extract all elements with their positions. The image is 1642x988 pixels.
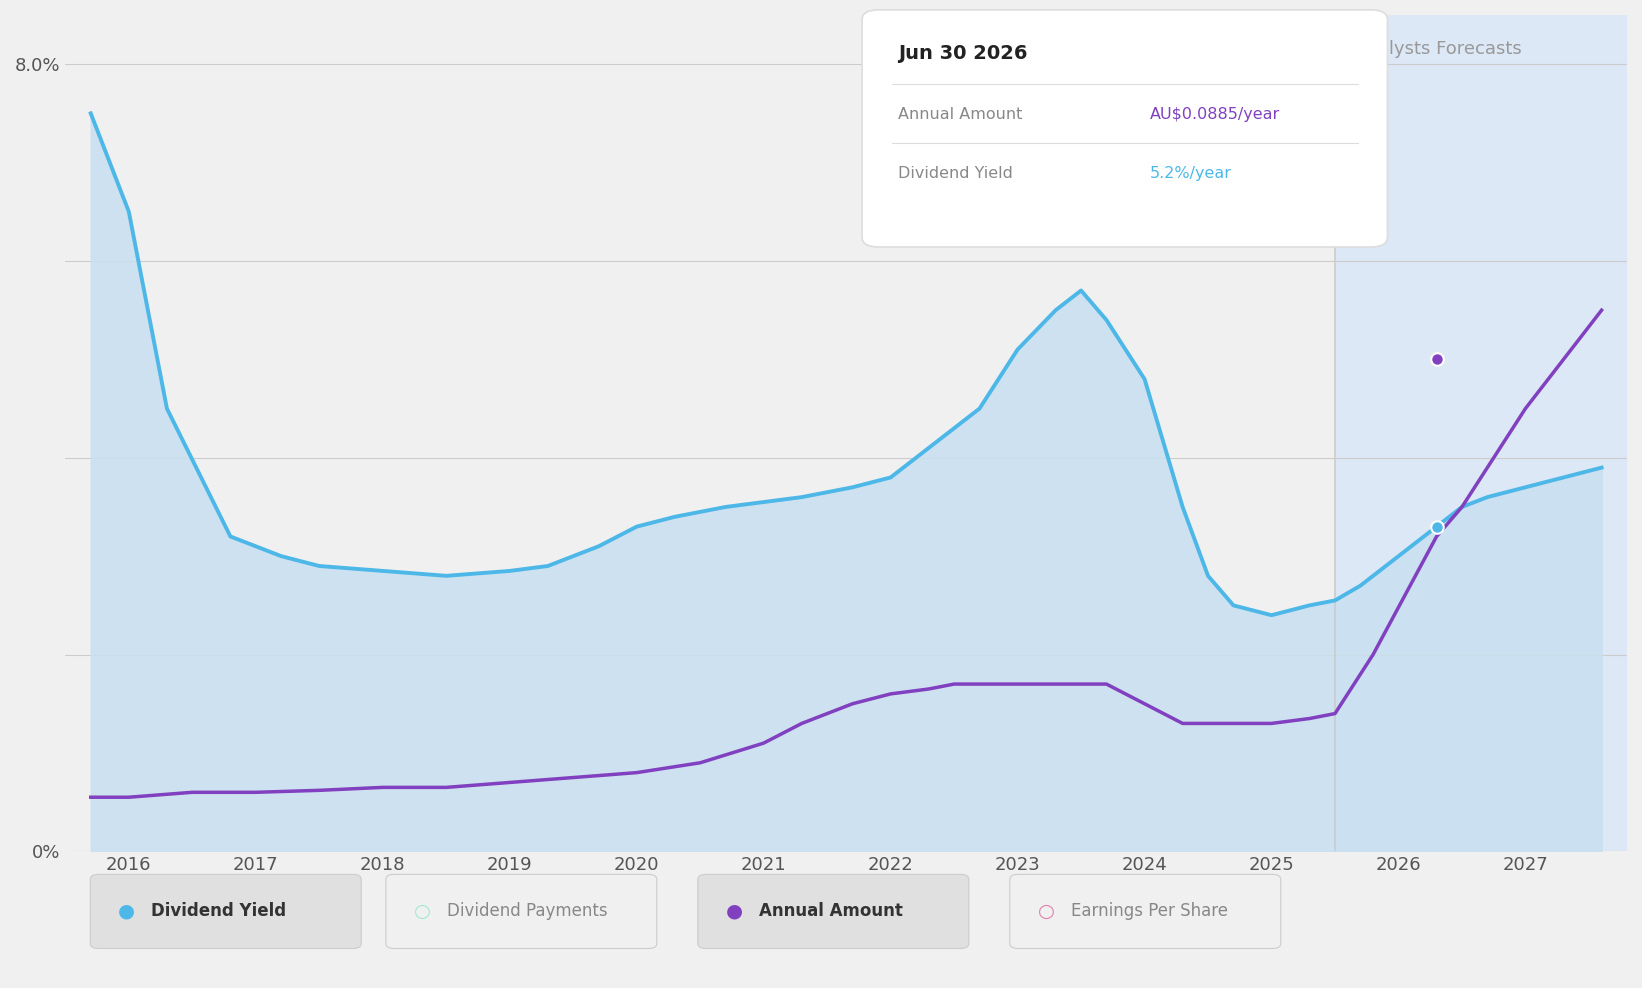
Text: Earnings Per Share: Earnings Per Share	[1071, 902, 1228, 921]
Text: ○: ○	[1038, 902, 1054, 921]
Text: ●: ●	[726, 902, 742, 921]
Text: Annual Amount: Annual Amount	[759, 902, 903, 921]
Bar	[1335, 15, 1627, 852]
Text: Past: Past	[1279, 41, 1315, 58]
Text: Annual Amount: Annual Amount	[898, 107, 1023, 122]
Text: Dividend Payments: Dividend Payments	[447, 902, 608, 921]
Text: ●: ●	[118, 902, 135, 921]
Text: 5.2%/year: 5.2%/year	[1149, 166, 1232, 181]
Text: Dividend Yield: Dividend Yield	[151, 902, 286, 921]
Text: Jun 30 2026: Jun 30 2026	[898, 44, 1028, 63]
Text: AU$0.0885/year: AU$0.0885/year	[1149, 107, 1279, 122]
Text: ○: ○	[414, 902, 430, 921]
Text: Analysts Forecasts: Analysts Forecasts	[1355, 41, 1522, 58]
Text: Dividend Yield: Dividend Yield	[898, 166, 1013, 181]
